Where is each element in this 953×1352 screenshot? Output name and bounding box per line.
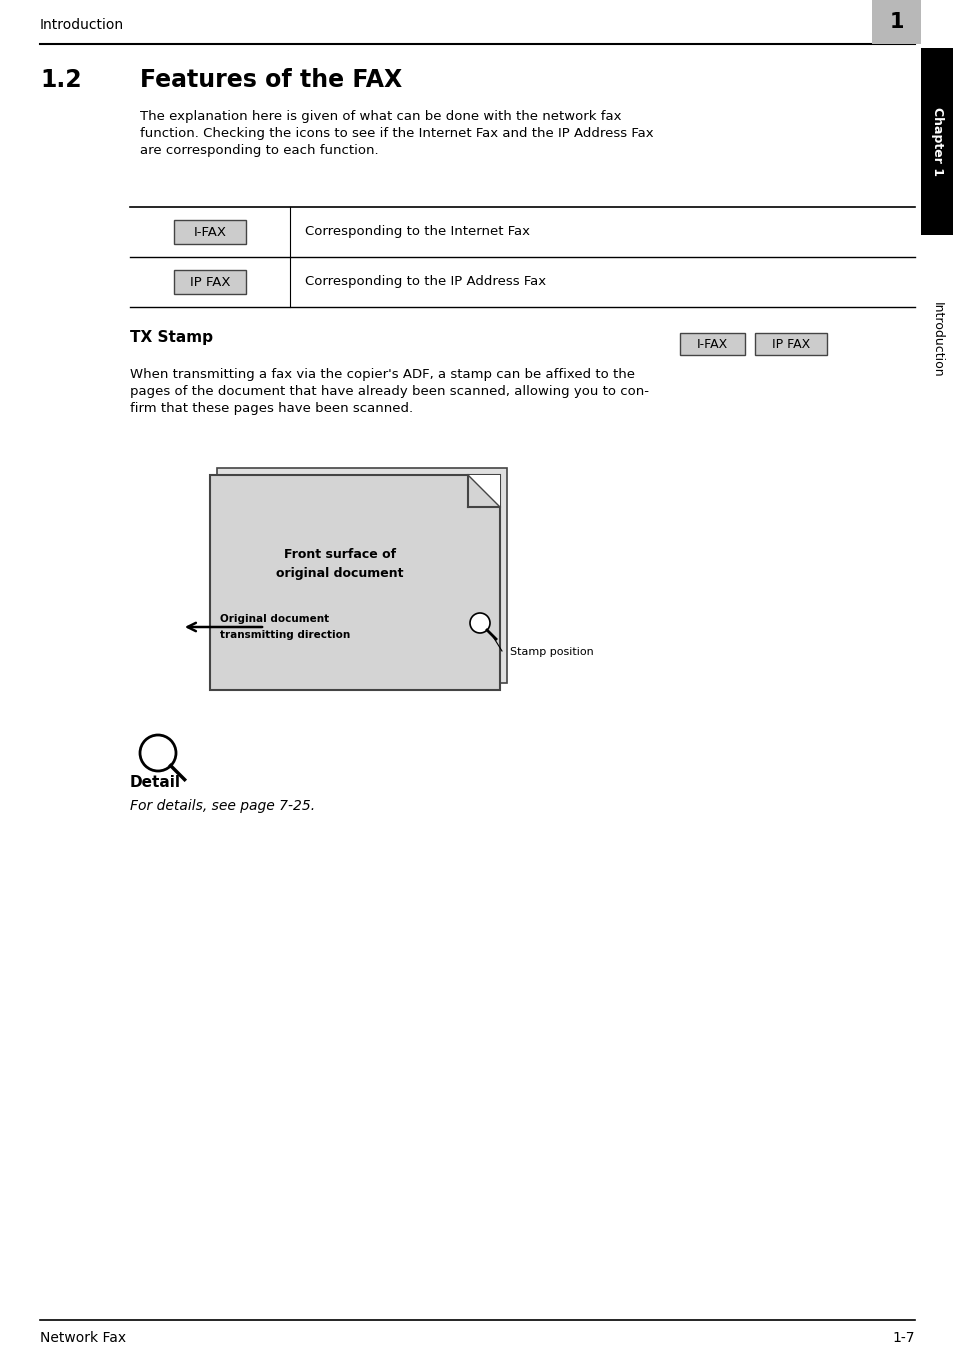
Text: The explanation here is given of what can be done with the network fax: The explanation here is given of what ca…: [140, 110, 620, 123]
Polygon shape: [468, 475, 499, 507]
Text: IP FAX: IP FAX: [190, 276, 230, 288]
Text: IP FAX: IP FAX: [771, 338, 809, 350]
Text: Original document: Original document: [220, 614, 329, 625]
Text: function. Checking the icons to see if the Internet Fax and the IP Address Fax: function. Checking the icons to see if t…: [140, 127, 653, 141]
Text: Network Fax: Network Fax: [40, 1330, 126, 1345]
Text: Detail: Detail: [130, 775, 181, 790]
Bar: [754, 333, 826, 356]
Text: Introduction: Introduction: [40, 18, 124, 32]
Circle shape: [140, 735, 175, 771]
Bar: [173, 270, 246, 293]
Bar: [679, 333, 744, 356]
Text: For details, see page 7-25.: For details, see page 7-25.: [130, 799, 314, 813]
Text: When transmitting a fax via the copier's ADF, a stamp can be affixed to the: When transmitting a fax via the copier's…: [130, 368, 635, 381]
Text: Chapter 1: Chapter 1: [930, 107, 943, 176]
Text: original document: original document: [276, 568, 403, 580]
Text: transmitting direction: transmitting direction: [220, 630, 350, 639]
Bar: [173, 220, 246, 243]
Text: TX Stamp: TX Stamp: [130, 330, 213, 345]
Text: 1.2: 1.2: [40, 68, 82, 92]
Text: Front surface of: Front surface of: [284, 549, 395, 561]
Text: Stamp position: Stamp position: [510, 648, 593, 657]
Text: I-FAX: I-FAX: [193, 226, 226, 238]
Bar: [216, 468, 506, 683]
Text: pages of the document that have already been scanned, allowing you to con-: pages of the document that have already …: [130, 385, 648, 397]
Text: Corresponding to the Internet Fax: Corresponding to the Internet Fax: [305, 226, 530, 238]
Text: Corresponding to the IP Address Fax: Corresponding to the IP Address Fax: [305, 276, 545, 288]
Bar: [920, 49, 953, 235]
Circle shape: [470, 612, 490, 633]
Text: 1: 1: [888, 12, 902, 32]
Text: Features of the FAX: Features of the FAX: [140, 68, 402, 92]
Text: I-FAX: I-FAX: [696, 338, 727, 350]
Text: are corresponding to each function.: are corresponding to each function.: [140, 145, 378, 157]
Text: firm that these pages have been scanned.: firm that these pages have been scanned.: [130, 402, 413, 415]
Bar: [871, 0, 920, 45]
Text: 1-7: 1-7: [892, 1330, 914, 1345]
Bar: [210, 475, 499, 690]
Text: Introduction: Introduction: [930, 303, 943, 377]
